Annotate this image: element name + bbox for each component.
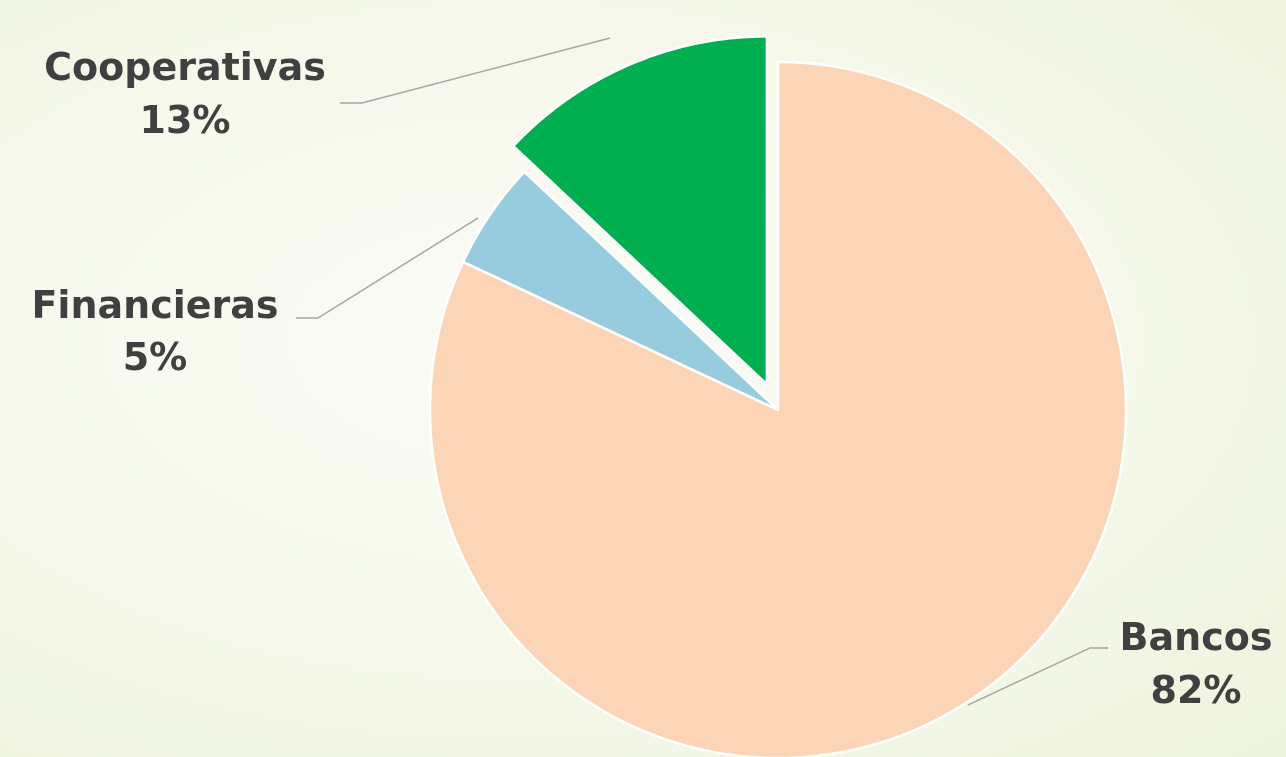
category-label-cooperativas: Cooperativas bbox=[44, 45, 326, 89]
data-labels: Bancos 82% Financieras 5% Cooperativas 13% bbox=[31, 45, 1272, 712]
leader-line-bancos bbox=[967, 647, 1108, 706]
pie-slice-bancos bbox=[428, 60, 1128, 757]
category-label-financieras: Financieras bbox=[31, 283, 278, 327]
leader-line-cooperativas bbox=[340, 37, 611, 104]
value-label-financieras: 5% bbox=[123, 335, 188, 379]
leader-lines bbox=[296, 37, 1108, 706]
pie-slices bbox=[428, 35, 1128, 757]
value-label-cooperativas: 13% bbox=[140, 98, 231, 142]
category-label-bancos: Bancos bbox=[1120, 615, 1273, 659]
pie-slice-financieras bbox=[461, 170, 780, 412]
pie-slice-cooperativas bbox=[511, 35, 769, 386]
value-label-bancos: 82% bbox=[1151, 668, 1242, 712]
leader-line-financieras bbox=[296, 217, 479, 319]
